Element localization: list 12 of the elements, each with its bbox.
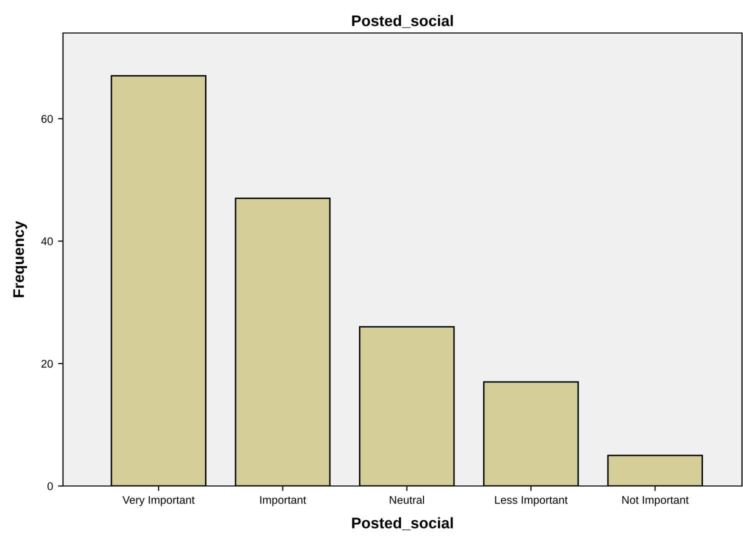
x-tick-label: Neutral — [390, 496, 424, 504]
x-axis-title: Posted_social — [352, 517, 453, 530]
x-tick-label: Not Important — [622, 496, 689, 506]
y-axis-title: Frequency — [13, 220, 28, 298]
y-tick-label: 20 — [41, 360, 53, 368]
x-tick-label: Important — [260, 496, 306, 506]
y-tick-label: 0 — [48, 482, 53, 490]
chart-title: Posted_social — [352, 14, 453, 28]
y-tick-label: 40 — [41, 237, 53, 246]
x-tick-label: Less Important — [495, 496, 568, 506]
y-tick-label: 60 — [41, 114, 53, 123]
x-tick-label: Very Important — [122, 496, 195, 506]
